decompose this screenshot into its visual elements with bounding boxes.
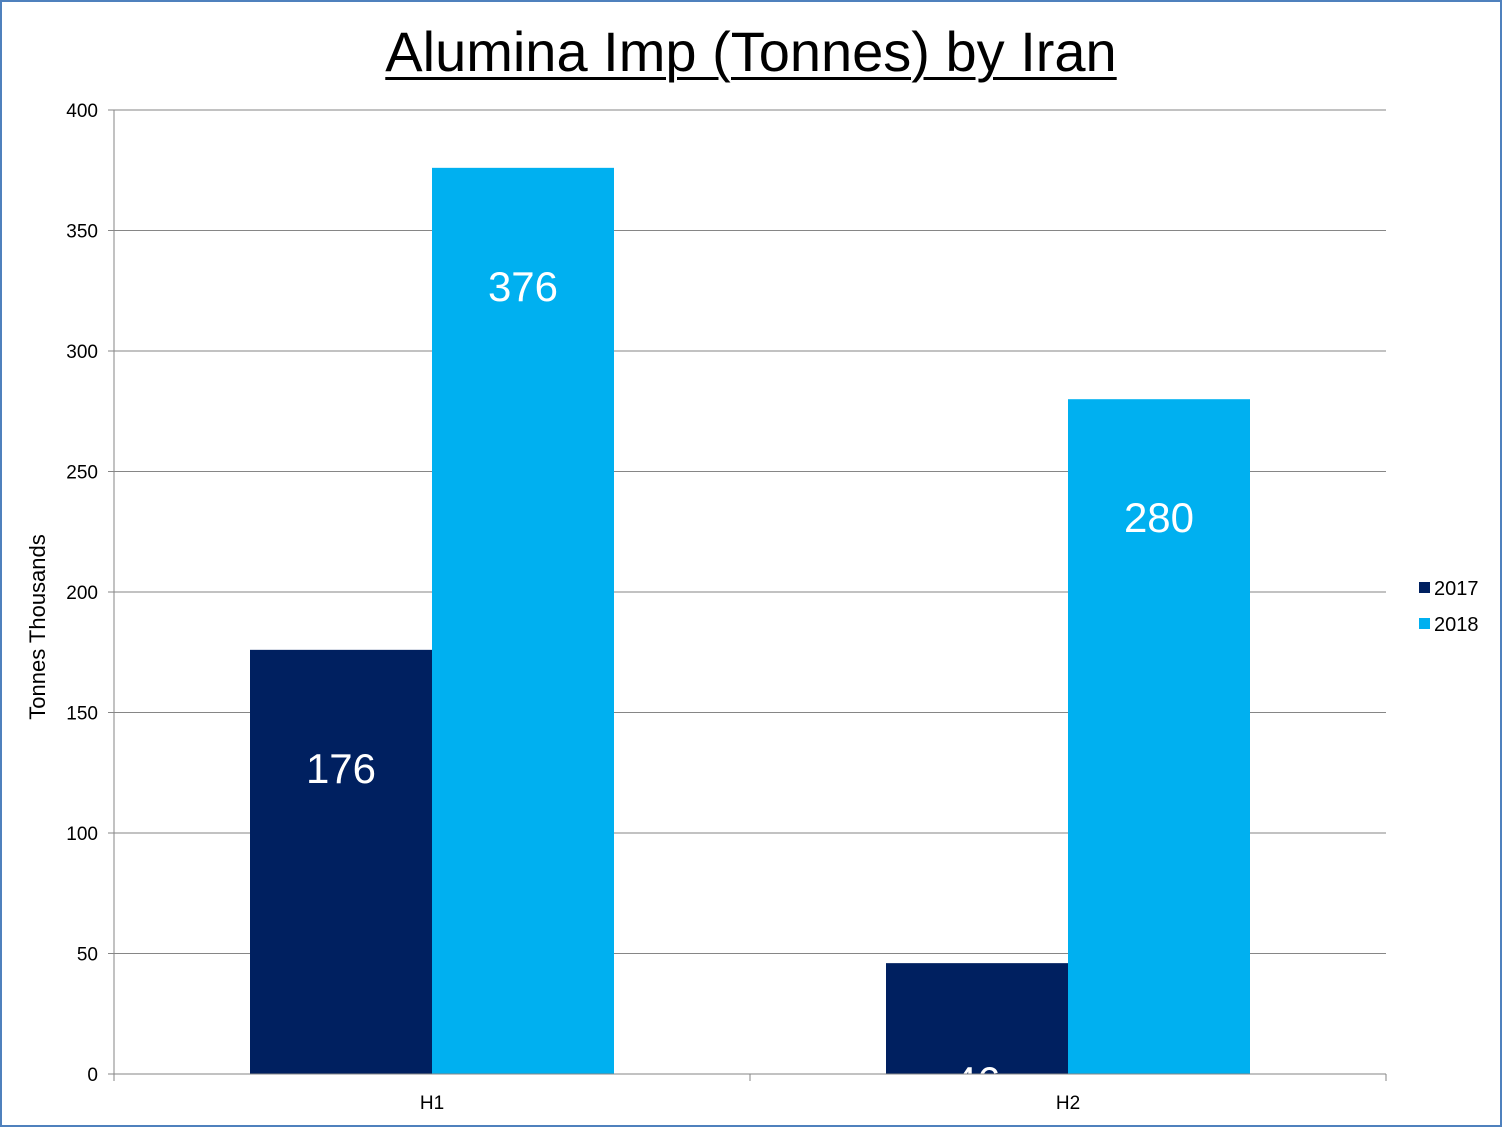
- y-tick-label: 0: [87, 1065, 98, 1086]
- legend-swatch-2017: [1419, 582, 1430, 593]
- legend-swatch-2018: [1419, 618, 1430, 629]
- x-tick-labels: H1 H2: [420, 1093, 1080, 1114]
- axes: [108, 109, 1387, 1081]
- legend-label-2018: 2018: [1434, 614, 1479, 636]
- bar-2018-H1: [432, 167, 614, 1075]
- y-tick-label: 300: [66, 342, 98, 363]
- data-label-2017-H1: 176: [306, 745, 376, 792]
- x-tick-label: H2: [1056, 1093, 1080, 1114]
- y-axis-title: Tonnes Thousands: [25, 534, 50, 720]
- y-tick-label: 100: [66, 824, 98, 845]
- legend: 2017 2018: [1419, 578, 1479, 636]
- bars: [250, 167, 1250, 1075]
- bar-2017-H2: [886, 963, 1068, 1074]
- y-tick-label: 50: [77, 945, 98, 966]
- bar-2018-H2: [1068, 399, 1250, 1074]
- y-tick-labels: 0 50 100 150 200 250 300 350 400: [66, 101, 98, 1086]
- legend-label-2017: 2017: [1434, 578, 1479, 600]
- x-tick-label: H1: [420, 1093, 444, 1114]
- y-tick-label: 250: [66, 463, 98, 484]
- chart-title: Alumina Imp (Tonnes) by Iran: [385, 20, 1117, 83]
- bar-2017-H1: [250, 649, 432, 1074]
- bar-data-labels: 176 376 46 280: [306, 263, 1194, 1105]
- data-label-2017-H2: 46: [954, 1058, 1001, 1105]
- y-tick-label: 200: [66, 583, 98, 604]
- data-label-2018-H1: 376: [488, 263, 558, 310]
- y-tick-label: 350: [66, 222, 98, 243]
- y-tick-label: 400: [66, 101, 98, 122]
- data-label-2018-H2: 280: [1124, 494, 1194, 541]
- y-tick-label: 150: [66, 704, 98, 725]
